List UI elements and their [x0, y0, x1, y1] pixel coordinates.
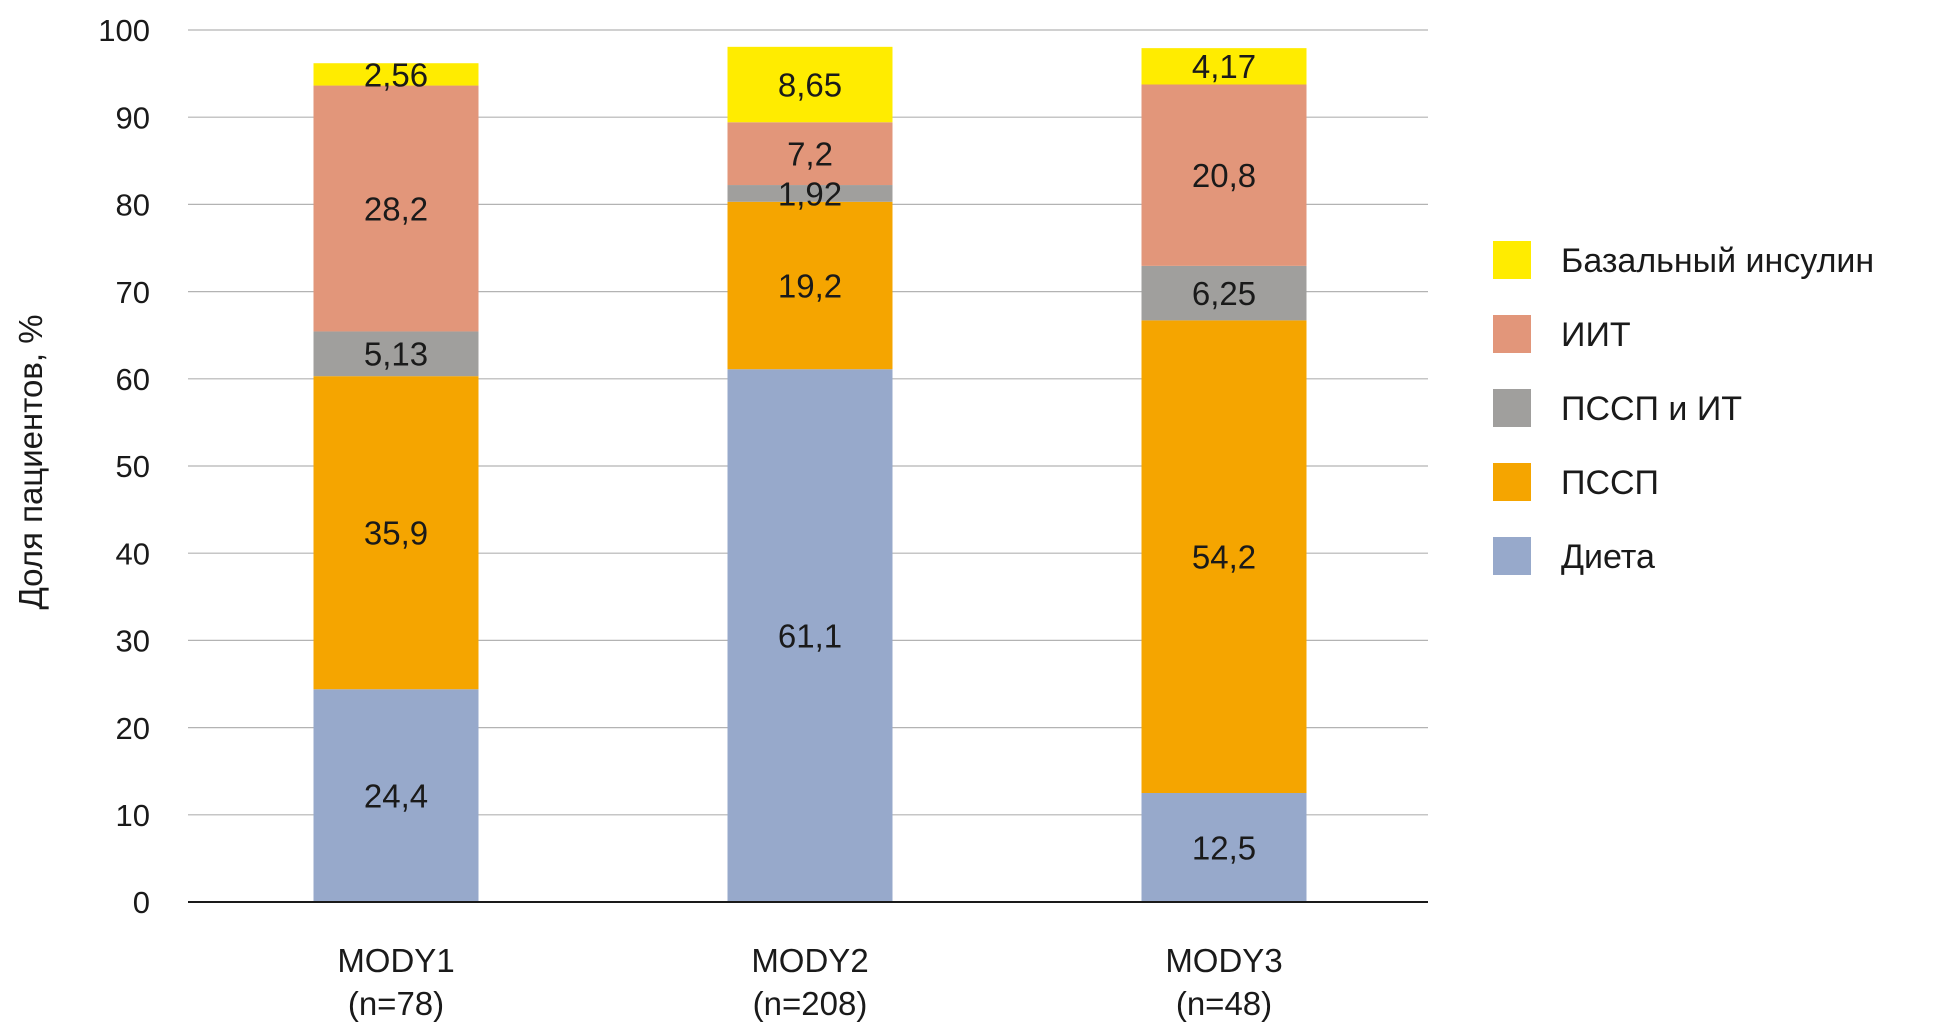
bar-segment: [313, 331, 479, 377]
x-category-label: MODY1: [337, 942, 454, 979]
bar-segment: [727, 46, 893, 123]
bar-segment: [727, 201, 893, 370]
data-label: 12,5: [1192, 829, 1256, 866]
bar-segment: [1141, 84, 1307, 266]
y-axis-title: Доля пациентов, %: [12, 314, 49, 609]
data-label: 7,2: [787, 136, 833, 173]
legend-swatch: [1493, 241, 1531, 279]
bar-segment: [1141, 265, 1307, 321]
y-tick-label: 100: [98, 13, 150, 48]
legend-swatch: [1493, 463, 1531, 501]
y-tick-label: 80: [116, 188, 150, 223]
data-label: 2,56: [364, 56, 428, 93]
data-label: 8,65: [778, 66, 842, 103]
legend-swatch: [1493, 537, 1531, 575]
bar-segment: [1141, 320, 1307, 793]
legend-label: ПССП и ИТ: [1561, 390, 1742, 428]
y-tick-label: 20: [116, 711, 150, 746]
y-tick-label: 30: [116, 624, 150, 659]
x-category-count: (n=208): [753, 985, 868, 1022]
bar-segment: [313, 376, 479, 690]
legend-label: Диета: [1561, 538, 1655, 576]
x-category-label: MODY2: [751, 942, 868, 979]
bar-segment: [727, 122, 893, 186]
x-category-count: (n=78): [348, 985, 444, 1022]
data-label: 1,92: [778, 175, 842, 212]
legend-label: Базальный инсулин: [1561, 242, 1874, 280]
y-tick-label: 40: [116, 536, 150, 571]
data-labels: 24,4 35,9 5,13 28,2 2,56 61,1 19,2 1,927,2 8,65 1…: [364, 48, 1256, 866]
x-category-label: MODY3: [1165, 942, 1282, 979]
data-label: 4,17: [1192, 48, 1256, 85]
legend-label: ИИТ: [1561, 316, 1631, 354]
data-label: 35,9: [364, 515, 428, 552]
y-tick-label: 70: [116, 275, 150, 310]
y-tick-label: 90: [116, 100, 150, 135]
axes: 0 10 20 30 40 50 60 70 80 90 100 MODY1 (n=78) MODY2 (n…: [98, 13, 1428, 1022]
data-label: 61,1: [778, 617, 842, 654]
data-label: 19,2: [778, 267, 842, 304]
data-label: 6,25: [1192, 275, 1256, 312]
bar-segment: [313, 63, 479, 86]
y-tick-label: 10: [116, 798, 150, 833]
data-label: 28,2: [364, 190, 428, 227]
y-tick-label: 0: [133, 885, 150, 920]
bar-segment: [1141, 48, 1307, 85]
bars: [313, 46, 1307, 902]
data-label: 5,13: [364, 336, 428, 373]
bar-segment: [727, 369, 893, 902]
y-tick-label: 60: [116, 362, 150, 397]
data-label: 54,2: [1192, 539, 1256, 576]
bar-segment: [727, 185, 893, 202]
bar-segment: [313, 689, 479, 902]
legend-swatch: [1493, 389, 1531, 427]
legend-label: ПССП: [1561, 464, 1659, 502]
bar-segment: [1141, 793, 1307, 902]
data-label: 20,8: [1192, 157, 1256, 194]
legend-swatch: [1493, 315, 1531, 353]
bar-segment: [313, 85, 479, 332]
y-tick-label: 50: [116, 449, 150, 484]
data-label: 24,4: [364, 777, 428, 814]
legend: Базальный инсулин ИИТ ПССП и ИТ ПССП Диета: [1493, 241, 1874, 576]
x-category-count: (n=48): [1176, 985, 1272, 1022]
